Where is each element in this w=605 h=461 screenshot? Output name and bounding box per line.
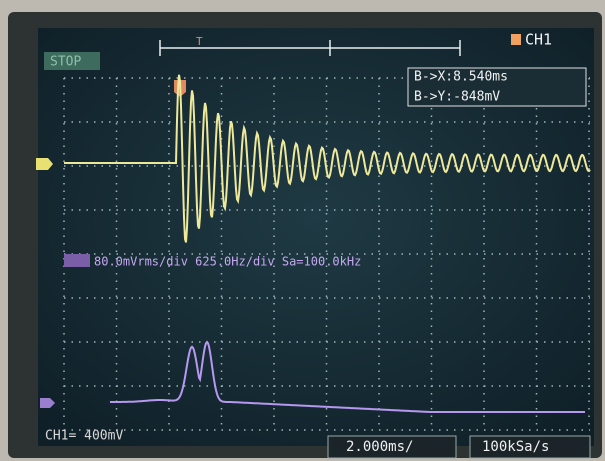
time-waveform [64, 74, 591, 243]
cursor-y: B->Y:-848mV [414, 90, 500, 105]
channel-scale: CH1= 400mV [45, 429, 123, 444]
timebase: 2.000ms/ [346, 439, 413, 455]
cursor-box [407, 67, 587, 107]
math-level-marker [40, 398, 55, 408]
fft-info: 80.0mVrms/div 625.0Hz/div Sa=100.0kHz [94, 255, 361, 269]
math-icon [64, 254, 90, 267]
grid [63, 77, 590, 431]
status: STOP [50, 55, 81, 70]
sample-rate-box [469, 435, 591, 459]
cursor-x: B->X:8.540ms [414, 70, 508, 85]
sample-rate: 100kSa/s [482, 439, 549, 455]
status-box [44, 52, 100, 70]
timebase-box [327, 435, 457, 459]
trigger-marker: T [196, 35, 203, 48]
memory-bar [159, 40, 461, 56]
channel: CH1 [525, 31, 552, 49]
channel-icon [511, 34, 521, 45]
ch1-level-marker [36, 158, 53, 170]
fft-spectrum [110, 340, 585, 413]
